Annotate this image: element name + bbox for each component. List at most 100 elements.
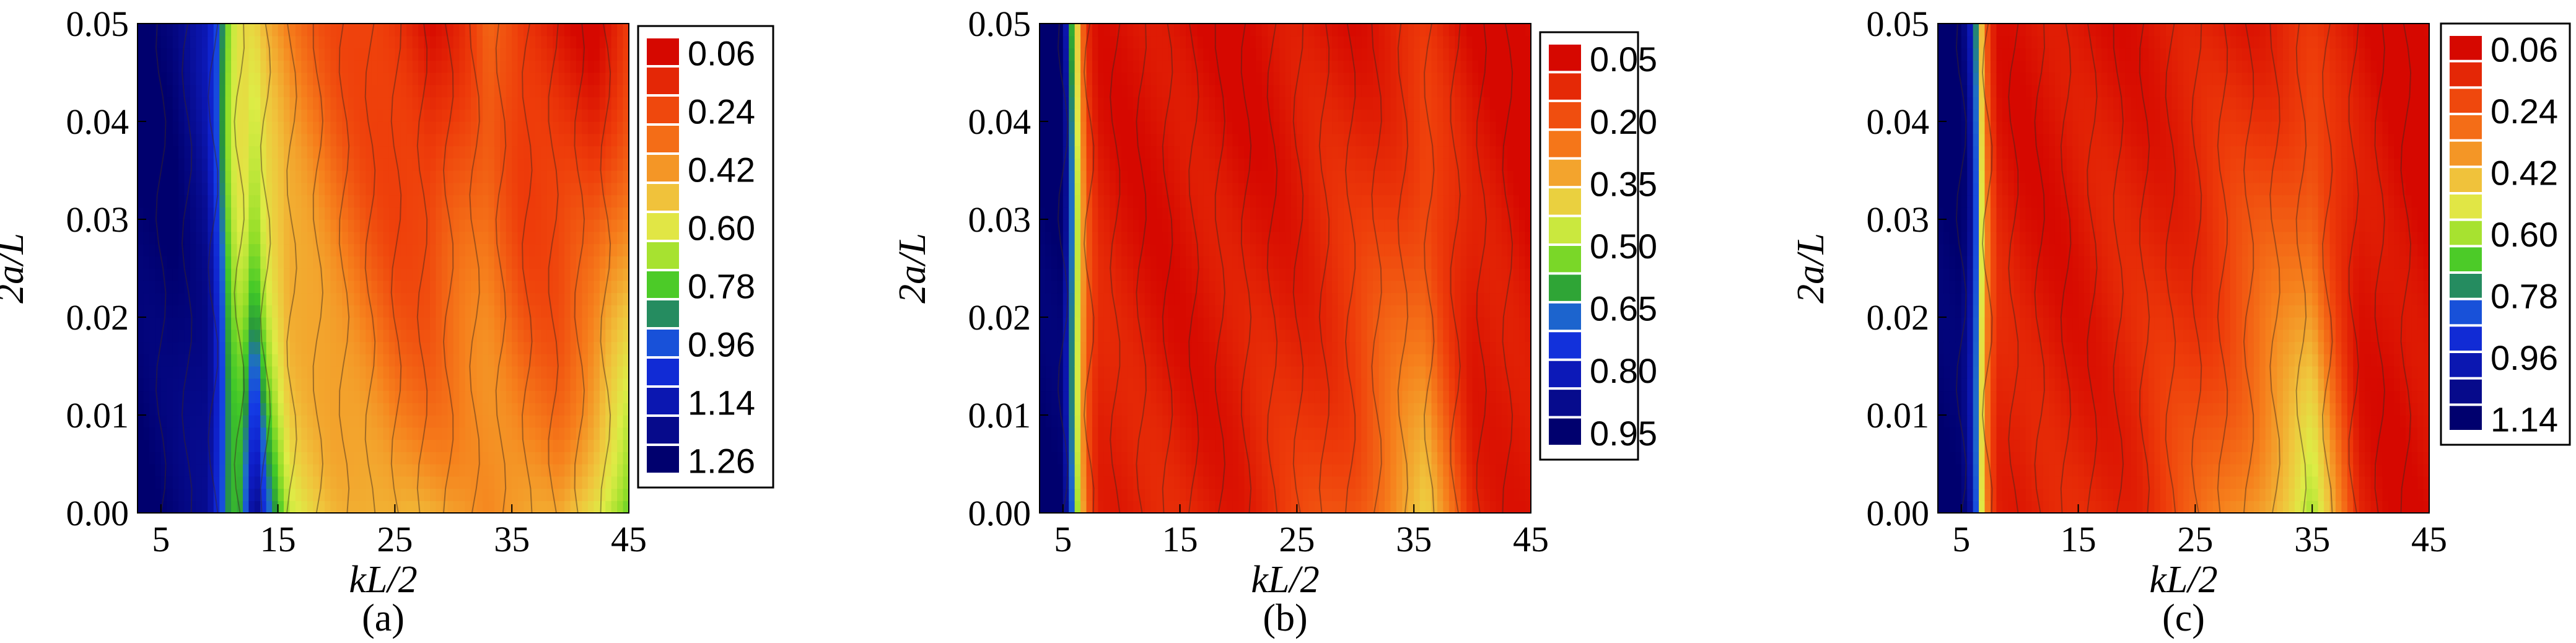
heatmap-cell	[1168, 452, 1175, 465]
heatmap-cell	[1256, 195, 1263, 208]
heatmap-cell	[1144, 415, 1151, 428]
heatmap-cell	[342, 170, 349, 183]
heatmap-cell	[535, 341, 541, 354]
heatmap-cell	[143, 109, 150, 122]
heatmap-cell	[506, 24, 512, 37]
heatmap-cell	[1215, 72, 1222, 85]
heatmap-cell	[278, 452, 284, 465]
heatmap-cell	[1174, 97, 1181, 110]
heatmap-cell	[1203, 243, 1210, 256]
heatmap-cell	[447, 427, 454, 440]
heatmap-cell	[564, 317, 571, 330]
heatmap-cell	[512, 207, 519, 220]
heatmap-cell	[1261, 72, 1268, 85]
heatmap-cell	[330, 35, 337, 49]
heatmap-cell	[395, 329, 401, 343]
heatmap-cell	[418, 170, 425, 183]
heatmap-cell	[506, 292, 512, 305]
heatmap-cell	[354, 60, 361, 73]
heatmap-cell	[160, 366, 167, 379]
heatmap-cell	[471, 207, 478, 220]
heatmap-cell	[529, 121, 536, 134]
heatmap-cell	[576, 341, 583, 354]
heatmap-cell	[441, 452, 448, 465]
heatmap-cell	[1133, 427, 1140, 440]
heatmap-cell	[1086, 366, 1093, 379]
heatmap-cell	[1261, 182, 1268, 196]
heatmap-cell	[371, 182, 378, 196]
heatmap-cell	[1110, 403, 1116, 416]
heatmap-cell	[196, 415, 203, 428]
heatmap-cell	[1244, 84, 1251, 98]
heatmap-cell	[400, 109, 407, 122]
heatmap-cell	[1156, 280, 1163, 294]
heatmap-cell	[611, 378, 618, 391]
heatmap-cell	[213, 378, 220, 391]
heatmap-cell	[553, 305, 559, 318]
heatmap-cell	[529, 305, 536, 318]
heatmap-cell	[576, 109, 583, 122]
heatmap-cell	[254, 305, 261, 318]
heatmap-cell	[388, 35, 395, 49]
heatmap-cell	[325, 231, 331, 245]
heatmap-cell	[266, 341, 273, 354]
heatmap-cell	[1127, 427, 1134, 440]
heatmap-cell	[1127, 476, 1134, 489]
heatmap-cell	[1069, 476, 1076, 489]
heatmap-cell	[330, 133, 337, 147]
heatmap-cell	[535, 195, 541, 208]
heatmap-cell	[517, 501, 524, 514]
heatmap-cell	[138, 24, 144, 37]
heatmap-cell	[377, 243, 384, 256]
heatmap-cell	[1232, 390, 1239, 403]
heatmap-cell	[1156, 24, 1163, 37]
heatmap-cell	[400, 219, 407, 232]
heatmap-cell	[506, 427, 512, 440]
heatmap-cell	[576, 48, 583, 61]
heatmap-cell	[1127, 439, 1134, 452]
heatmap-cell	[325, 439, 331, 452]
heatmap-cell	[301, 488, 308, 501]
heatmap-cell	[564, 133, 571, 147]
heatmap-cell	[190, 476, 196, 489]
heatmap-cell	[459, 48, 466, 61]
heatmap-cell	[254, 403, 261, 416]
heatmap-cell	[594, 158, 600, 171]
heatmap-cell	[611, 24, 618, 37]
heatmap-cell	[377, 109, 384, 122]
heatmap-cell	[231, 207, 238, 220]
heatmap-cell	[1180, 415, 1186, 428]
heatmap-cell	[225, 207, 232, 220]
heatmap-cell	[208, 390, 214, 403]
heatmap-cell	[1250, 464, 1256, 477]
heatmap-cell	[541, 195, 548, 208]
heatmap-cell	[541, 170, 548, 183]
heatmap-cell	[1057, 84, 1064, 98]
heatmap-cell	[488, 182, 495, 196]
heatmap-cell	[1057, 207, 1064, 220]
heatmap-cell	[371, 452, 378, 465]
heatmap-cell	[178, 207, 185, 220]
heatmap-cell	[336, 403, 343, 416]
heatmap-cell	[430, 280, 437, 294]
heatmap-cell	[558, 195, 565, 208]
heatmap-cell	[266, 24, 273, 37]
heatmap-cell	[512, 329, 519, 343]
heatmap-cell	[564, 256, 571, 269]
heatmap-cell	[400, 305, 407, 318]
heatmap-cell	[570, 146, 577, 159]
heatmap-cell	[1121, 403, 1128, 416]
heatmap-cell	[278, 48, 284, 61]
heatmap-cell	[295, 48, 302, 61]
heatmap-cell	[178, 109, 185, 122]
heatmap-cell	[529, 60, 536, 73]
heatmap-cell	[430, 378, 437, 391]
heatmap-cell	[564, 109, 571, 122]
heatmap-cell	[366, 133, 372, 147]
heatmap-cell	[1209, 133, 1216, 147]
colorbar-swatch	[647, 68, 679, 94]
heatmap-cell	[494, 354, 501, 367]
heatmap-cell	[587, 329, 594, 343]
heatmap-cell	[307, 84, 313, 98]
heatmap-cell	[1121, 35, 1128, 49]
